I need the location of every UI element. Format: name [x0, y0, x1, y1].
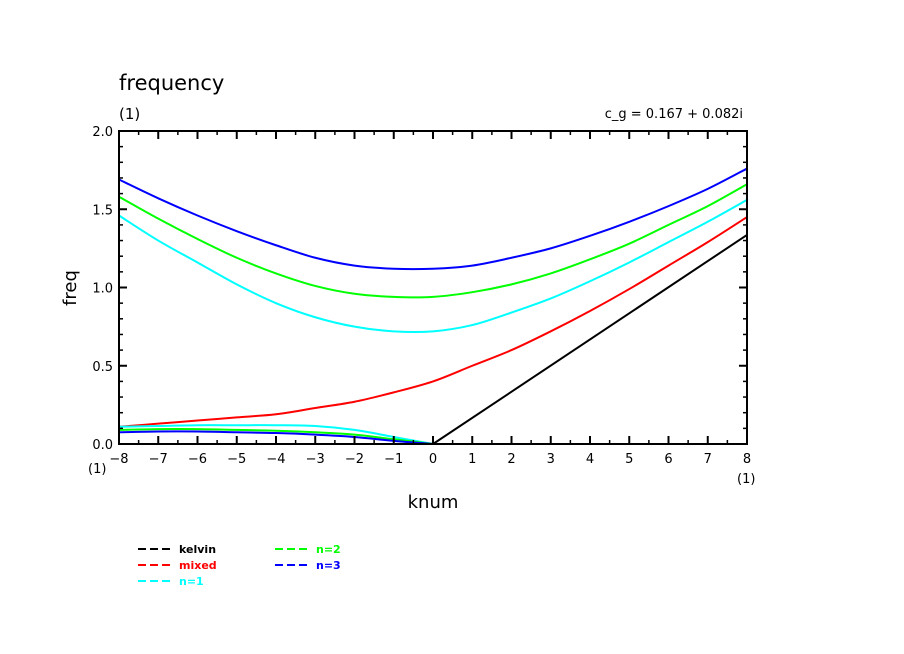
series-line-n-1 — [118, 198, 748, 334]
x-units-left: (1) — [88, 462, 106, 477]
x-tick-label: −6 — [188, 452, 207, 467]
legend-label: mixed — [179, 559, 217, 572]
series-line-n-2 — [118, 183, 748, 299]
legend-label: n=1 — [179, 575, 204, 588]
y-tick-label: 1.5 — [92, 203, 113, 218]
x-tick-label: −8 — [109, 452, 128, 467]
series-lower-branch-n-2 — [118, 428, 434, 445]
y-axis-label: freq — [60, 270, 81, 306]
chart-annotation: c_g = 0.167 + 0.082i — [605, 107, 743, 122]
y-tick-label: 2.0 — [92, 125, 113, 140]
x-tick-label: 1 — [468, 452, 476, 467]
x-tick-label: 8 — [743, 452, 751, 467]
legend-item: kelvin — [138, 543, 216, 556]
x-tick-label: −3 — [306, 452, 325, 467]
x-tick-label: −4 — [266, 452, 285, 467]
x-tick-label: 4 — [586, 452, 594, 467]
x-tick-label: 7 — [704, 452, 712, 467]
x-tick-label: −2 — [345, 452, 364, 467]
legend: kelvin mixed n=1 n=2 n=3 — [138, 543, 341, 588]
series-line-kelvin — [432, 234, 748, 445]
legend-label: n=3 — [316, 559, 341, 572]
x-tick-label: 2 — [507, 452, 515, 467]
plot-frame — [118, 130, 748, 445]
x-tick-label: −7 — [149, 452, 168, 467]
legend-item: n=3 — [275, 559, 341, 572]
x-axis-label: knum — [408, 492, 459, 513]
chart-title-units: (1) — [119, 105, 140, 123]
x-tick-label: 5 — [625, 452, 633, 467]
x-tick-label: 6 — [664, 452, 672, 467]
curves — [118, 167, 748, 445]
legend-item: n=1 — [138, 575, 204, 588]
series-lower-branch-n-3 — [118, 430, 434, 445]
x-tick-label: −5 — [227, 452, 246, 467]
x-units-right: (1) — [737, 472, 755, 487]
x-tick-label: 3 — [547, 452, 555, 467]
x-ticks: −8 −7 −6 −5 −4 −3 −2 −1 0 1 2 3 4 5 6 7 8 — [109, 131, 751, 467]
series-lower-branch-n-1 — [118, 424, 434, 445]
y-tick-label: 0.5 — [92, 360, 113, 375]
y-ticks: 0.0 0.5 1.0 1.5 2.0 — [92, 125, 747, 453]
y-tick-label: 0.0 — [92, 438, 113, 453]
legend-label: kelvin — [179, 543, 216, 556]
chart-title: frequency — [119, 71, 224, 95]
legend-item: n=2 — [275, 543, 341, 556]
x-tick-label: −1 — [384, 452, 403, 467]
legend-label: n=2 — [316, 543, 341, 556]
legend-item: mixed — [138, 559, 217, 572]
y-tick-label: 1.0 — [92, 282, 113, 297]
series-line-mixed — [118, 216, 748, 428]
series-line-n-3 — [118, 167, 748, 271]
x-tick-label: 0 — [429, 452, 437, 467]
